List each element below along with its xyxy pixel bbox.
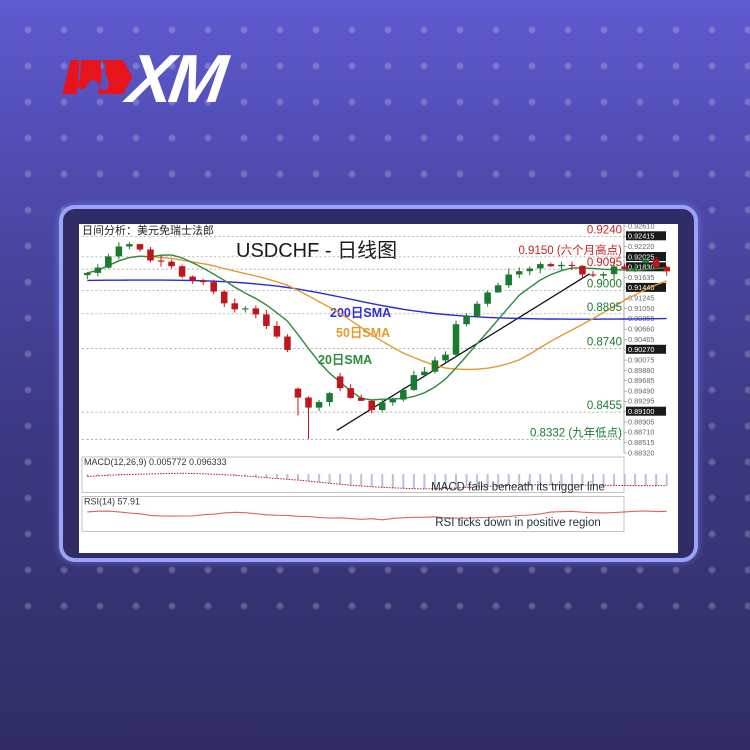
- svg-text:0.92220: 0.92220: [628, 242, 654, 251]
- svg-text:0.9000: 0.9000: [587, 278, 622, 290]
- svg-text:MACD falls beneath its trigger: MACD falls beneath its trigger line: [431, 482, 605, 494]
- svg-text:MACD(12,26,9) 0.005772 0.09633: MACD(12,26,9) 0.005772 0.096333: [84, 457, 227, 467]
- svg-text:0.9240: 0.9240: [587, 225, 622, 237]
- svg-text:0.88710: 0.88710: [628, 428, 654, 437]
- svg-text:20日SMA: 20日SMA: [318, 353, 372, 367]
- svg-text:0.92415: 0.92415: [628, 232, 654, 241]
- svg-text:0.90465: 0.90465: [628, 335, 654, 344]
- svg-text:0.91050: 0.91050: [628, 304, 654, 313]
- svg-text:0.9150 (六个月高点): 0.9150 (六个月高点): [518, 243, 622, 257]
- svg-text:0.92610: 0.92610: [628, 224, 654, 230]
- svg-text:0.88515: 0.88515: [628, 438, 654, 447]
- svg-text:日间分析：美元免瑞士法郎: 日间分析：美元免瑞士法郎: [82, 224, 214, 237]
- svg-text:0.8332 (九年低点): 0.8332 (九年低点): [530, 426, 622, 440]
- svg-text:0.89295: 0.89295: [628, 397, 654, 406]
- svg-text:0.89490: 0.89490: [628, 386, 654, 395]
- svg-text:USDCHF - 日线图: USDCHF - 日线图: [236, 239, 397, 262]
- svg-text:0.90270: 0.90270: [628, 345, 654, 354]
- svg-text:0.91245: 0.91245: [628, 294, 654, 303]
- svg-text:0.89100: 0.89100: [628, 407, 654, 416]
- svg-text:0.88905: 0.88905: [628, 417, 654, 426]
- svg-text:0.8895: 0.8895: [587, 302, 622, 314]
- svg-text:0.88320: 0.88320: [628, 448, 654, 457]
- svg-text:0.89880: 0.89880: [628, 366, 654, 375]
- svg-text:0.91635: 0.91635: [628, 273, 654, 282]
- svg-text:0.92025: 0.92025: [628, 252, 654, 261]
- svg-text:0.8455: 0.8455: [587, 400, 622, 412]
- svg-text:0.90660: 0.90660: [628, 325, 654, 334]
- svg-text:0.9095: 0.9095: [587, 257, 622, 269]
- svg-text:0.90075: 0.90075: [628, 355, 654, 364]
- svg-text:0.8740: 0.8740: [587, 336, 622, 348]
- svg-text:0.89685: 0.89685: [628, 376, 654, 385]
- svg-text:RSI ticks down in positive reg: RSI ticks down in positive region: [435, 517, 601, 529]
- svg-text:RSI(14) 57.91: RSI(14) 57.91: [84, 497, 140, 507]
